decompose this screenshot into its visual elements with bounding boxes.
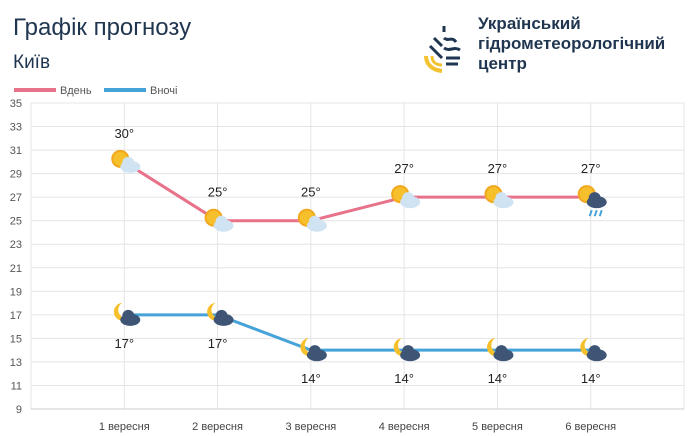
- x-tick-label: 6 вересня: [565, 421, 616, 433]
- ukrhydromet-logo: [424, 20, 462, 73]
- moon-cloud-icon: [207, 302, 234, 326]
- cloud-shape: [588, 192, 601, 205]
- sun-rain-cloud-icon: [577, 185, 607, 217]
- city-name: Київ: [13, 52, 51, 73]
- legend-label: Вночі: [150, 85, 177, 97]
- sun-cloud-icon: [391, 185, 421, 209]
- cloud-shape: [215, 309, 228, 322]
- data-label: 14°: [488, 371, 508, 386]
- data-label: 17°: [208, 336, 228, 351]
- cloud-shape: [308, 345, 321, 358]
- series-line-night: [124, 313, 591, 352]
- moon-cloud-icon: [580, 338, 607, 362]
- moon-cloud-icon: [300, 338, 327, 362]
- y-tick-label: 11: [11, 380, 22, 392]
- x-tick-label: 1 вересня: [99, 421, 150, 433]
- x-tick-label: 2 вересня: [192, 421, 243, 433]
- legend-label: Вдень: [60, 85, 92, 97]
- cloud-shape: [495, 192, 508, 205]
- sun-cloud-icon: [484, 185, 514, 209]
- y-tick-label: 27: [10, 192, 22, 204]
- data-label: 27°: [394, 161, 414, 176]
- cloud-shape: [308, 215, 321, 228]
- cloud-shape: [495, 345, 508, 358]
- x-tick-label: 3 вересня: [285, 421, 336, 433]
- rain-drop: [593, 209, 598, 217]
- moon-shape: [580, 338, 597, 357]
- y-tick-label: 31: [10, 145, 22, 157]
- cloud-shape: [215, 215, 228, 228]
- moon-cloud-icon: [393, 338, 421, 362]
- moon-shape: [207, 302, 224, 321]
- y-tick-label: 35: [10, 98, 22, 110]
- data-label: 27°: [488, 161, 508, 176]
- data-label: 17°: [114, 336, 134, 351]
- y-tick-label: 9: [16, 404, 22, 416]
- page-title: Графік прогнозу: [13, 14, 192, 41]
- data-label: 14°: [581, 371, 601, 386]
- data-label: 25°: [301, 185, 321, 200]
- moon-shape: [113, 302, 131, 321]
- y-tick-label: 15: [10, 333, 22, 345]
- data-label: 25°: [208, 185, 228, 200]
- moon-shape: [486, 338, 504, 357]
- y-tick-label: 33: [10, 122, 22, 134]
- y-tick-label: 19: [10, 286, 22, 298]
- data-label: 14°: [301, 371, 321, 386]
- cloud-shape: [402, 345, 415, 358]
- sun-cloud-icon: [204, 208, 234, 232]
- organization-name: Український гідрометеорологічний центр: [478, 14, 666, 73]
- y-tick-label: 23: [10, 239, 22, 251]
- cloud-shape: [588, 345, 601, 358]
- data-label: 27°: [581, 161, 601, 176]
- sun-cloud-icon: [297, 208, 327, 232]
- cloud-shape: [402, 192, 415, 205]
- data-label: 30°: [114, 126, 134, 141]
- sun-cloud-icon: [111, 149, 141, 173]
- rain-drop: [598, 209, 603, 217]
- moon-shape: [300, 338, 317, 357]
- data-label: 14°: [394, 371, 414, 386]
- moon-shape: [393, 338, 411, 357]
- cloud-shape: [122, 309, 135, 322]
- y-tick-label: 21: [10, 263, 22, 275]
- x-tick-label: 4 вересня: [379, 421, 430, 433]
- cloud-shape: [122, 156, 135, 169]
- y-tick-label: 29: [10, 169, 22, 181]
- moon-cloud-icon: [486, 338, 514, 362]
- y-tick-label: 25: [10, 216, 22, 228]
- y-tick-label: 13: [10, 357, 22, 369]
- moon-cloud-icon: [113, 302, 141, 326]
- rain-drop: [588, 209, 593, 217]
- x-tick-label: 5 вересня: [472, 421, 523, 433]
- y-tick-label: 17: [10, 310, 22, 322]
- series-line-day: [123, 160, 591, 223]
